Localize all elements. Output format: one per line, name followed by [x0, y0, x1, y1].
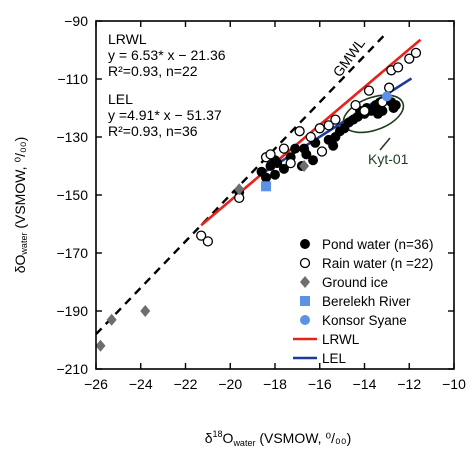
- rain-water-n-22-point: [363, 85, 375, 96]
- pond-water-n-36-point: [308, 155, 319, 166]
- legend: Pond water (n=36) Rain water (n =22) Groun…: [293, 237, 433, 366]
- pond-water-n-36-point: [270, 169, 280, 180]
- rain-water-n-22-point: [294, 126, 305, 137]
- pond-water-n-36-point: [299, 143, 310, 154]
- x-tick-label: −20: [218, 376, 242, 392]
- rain-water-n-22-point: [383, 82, 395, 93]
- rain-water-n-22-point: [316, 146, 328, 157]
- y-tick-label: −90: [64, 13, 88, 29]
- x-tick-label: −16: [308, 376, 332, 392]
- pond-water-n-36-point: [328, 140, 339, 151]
- legend-marker-rain-water-n-22: [299, 257, 311, 269]
- x-tick-label: −14: [353, 376, 377, 392]
- legend-label-konsor-syane: Konsor Syane: [322, 313, 407, 328]
- rain-water-n-22-point: [359, 105, 370, 117]
- ground-ice-point: [234, 183, 245, 196]
- lrwl-title: LRWL: [108, 31, 147, 47]
- ground-ice-point: [106, 313, 117, 326]
- y-tick-label: −150: [56, 187, 88, 203]
- kyt-pointer: [379, 137, 391, 151]
- legend-label-lel: LEL: [322, 351, 347, 366]
- pond-water-n-36-point: [261, 172, 272, 183]
- rain-water-n-22-point: [350, 99, 361, 111]
- rain-water-n-22-point: [410, 47, 422, 59]
- lrwl-equation: y = 6.53* x − 21.36: [108, 47, 226, 63]
- y-axis-label: δOwater (VSMOW, ⁰/₀₀): [12, 137, 29, 274]
- pond-water-n-36-point: [390, 100, 401, 111]
- legend-marker-konsor-syane: [300, 315, 310, 325]
- legend-marker-pond-water-n-36: [300, 239, 310, 249]
- ground-ice-point: [95, 339, 106, 352]
- legend-label-lrwl: LRWL: [322, 332, 360, 347]
- y-tick-label: −210: [56, 361, 88, 377]
- legend-marker-ground-ice: [300, 276, 310, 288]
- rain-water-n-22-point: [323, 120, 334, 131]
- x-axis-label: δ18Owater (VSMOW, ⁰/₀₀): [205, 429, 352, 448]
- ground-ice-point: [140, 305, 151, 317]
- rain-water-n-22-point: [285, 157, 296, 169]
- konsor-syane-point: [381, 91, 392, 102]
- rain-water-n-22-point: [278, 143, 290, 154]
- lrwl-r2: R²=0.93, n=22: [108, 63, 198, 79]
- rain-water-n-22-point: [314, 123, 325, 134]
- x-tick-label: −26: [84, 376, 108, 392]
- y-tick-label: −190: [56, 303, 88, 319]
- berelekh-river-point: [261, 181, 272, 192]
- axes: −26 −24 −22 −20 −18 −16 −14 −12 −10 −90 −110 −130 −1…: [56, 13, 466, 392]
- lel-equation: y =4.91* x − 51.37: [108, 107, 222, 123]
- rain-water-n-22-point: [265, 149, 276, 160]
- rain-water-n-22-point: [392, 62, 404, 73]
- x-tick-label: −24: [129, 376, 153, 392]
- legend-marker-berelekh-river: [300, 296, 310, 306]
- rain-water-n-22-point: [305, 131, 316, 143]
- x-tick-label: −12: [397, 376, 421, 392]
- pond-water-n-36-point: [377, 105, 388, 116]
- y-tick-label: −170: [56, 245, 88, 261]
- legend-label-berelekh-river: Berelekh River: [322, 294, 411, 309]
- rain-water-n-22-point: [330, 114, 341, 125]
- legend-label-rain-water-n-22: Rain water (n =22): [322, 256, 433, 271]
- pond-water-n-36-point: [278, 163, 289, 174]
- y-tick-label: −110: [58, 71, 89, 87]
- data-points: [95, 47, 422, 352]
- y-tick-label: −130: [56, 129, 88, 145]
- kyt-label: Kyt-01: [368, 151, 409, 167]
- pond-water-n-36-point: [272, 158, 283, 169]
- rain-water-n-22-point: [404, 53, 415, 64]
- legend-label-pond-water-n-36: Pond water (n=36): [322, 237, 433, 252]
- ground-ice-point: [299, 160, 310, 172]
- rain-water-n-22-point: [196, 230, 207, 241]
- x-tick-label: −22: [174, 376, 198, 392]
- x-tick-label: −18: [263, 376, 287, 392]
- pond-water-n-36-point: [290, 143, 301, 154]
- rain-water-n-22-point: [202, 236, 214, 247]
- lel-title: LEL: [108, 91, 133, 107]
- lel-r2: R²=0.93, n=36: [108, 123, 198, 139]
- legend-label-ground-ice: Ground ice: [322, 275, 388, 290]
- x-tick-label: −10: [442, 376, 466, 392]
